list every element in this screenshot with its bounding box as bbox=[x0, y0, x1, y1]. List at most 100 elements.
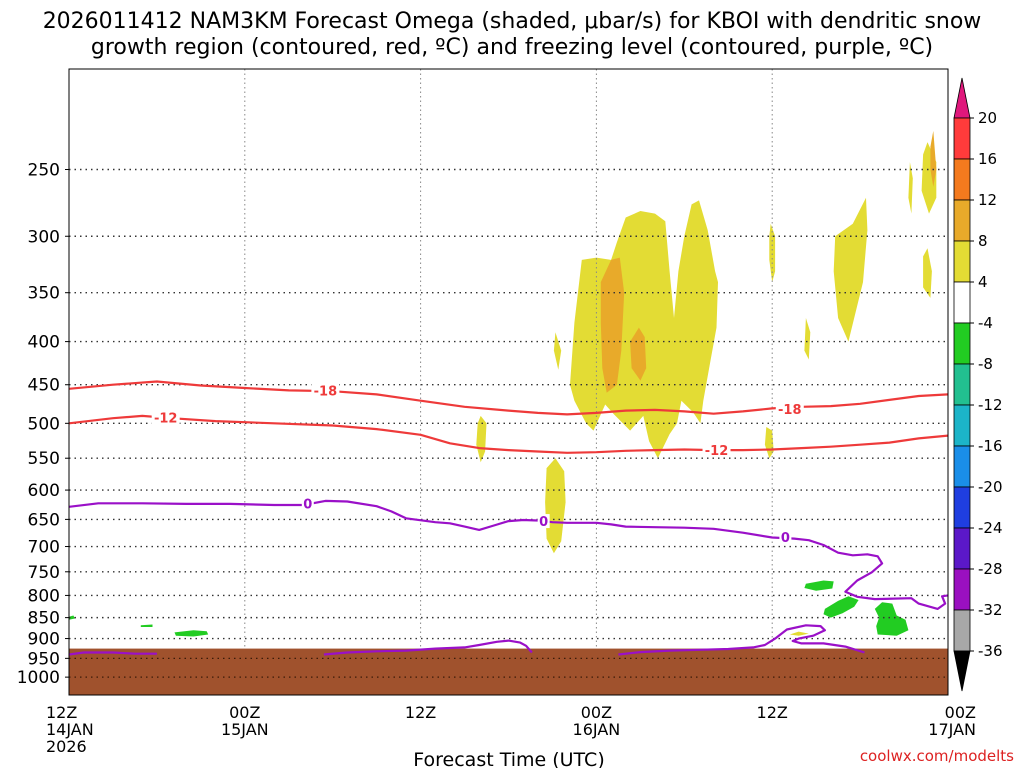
colorbar-label-9: -20 bbox=[978, 478, 1003, 496]
colorbar-bin-5 bbox=[953, 322, 971, 365]
contour-label-bg-0-0 bbox=[311, 383, 340, 398]
omega-region-17 bbox=[69, 615, 75, 620]
colorbar-bin-4 bbox=[953, 281, 971, 324]
omega-region-10 bbox=[923, 248, 932, 298]
y-tick-label-650: 650 bbox=[28, 510, 60, 530]
colorbar-bin-11 bbox=[953, 568, 971, 611]
contour-line-1 bbox=[69, 414, 948, 454]
y-tick-label-750: 750 bbox=[28, 563, 60, 583]
y-tick-label-350: 350 bbox=[28, 284, 60, 304]
credit-label: coolwx.com/modelts bbox=[860, 747, 1014, 765]
y-tick-label-400: 400 bbox=[28, 333, 60, 353]
omega-region-6 bbox=[804, 318, 811, 360]
contour-label-bg-2-0 bbox=[301, 496, 314, 511]
colorbar-label-8: -16 bbox=[978, 437, 1003, 455]
colorbar-label-3: 8 bbox=[978, 232, 988, 250]
colorbar-bin-7 bbox=[953, 404, 971, 447]
x-tick-label-36-0: 00Z bbox=[581, 703, 612, 722]
contour-label-bg-0-1 bbox=[775, 402, 804, 417]
x-tick-label-0-1: 14JAN bbox=[46, 720, 94, 739]
omega-region-2 bbox=[476, 415, 487, 463]
y-tick-label-250: 250 bbox=[28, 160, 60, 180]
colorbar-label-10: -24 bbox=[978, 519, 1003, 537]
colorbar-bin-8 bbox=[953, 445, 971, 488]
omega-region-14 bbox=[930, 130, 937, 187]
x-tick-label-60-1: 17JAN bbox=[928, 720, 976, 739]
omega-region-15 bbox=[174, 630, 209, 637]
colorbar-label-12: -32 bbox=[978, 601, 1003, 619]
contour-label-bg-1-1 bbox=[702, 443, 731, 458]
y-tick-label-450: 450 bbox=[28, 376, 60, 396]
colorbar-label-1: 16 bbox=[978, 150, 997, 168]
y-tick-label-600: 600 bbox=[28, 481, 60, 501]
terrain-below-ground bbox=[69, 648, 948, 695]
colorbar-bin-2 bbox=[953, 199, 971, 242]
colorbar-bottom-arrow bbox=[953, 650, 971, 692]
colorbar-bin-1 bbox=[953, 158, 971, 201]
x-tick-label-12-1: 15JAN bbox=[221, 720, 269, 739]
x-tick-label-12-0: 00Z bbox=[229, 703, 260, 722]
contour-label-bg-2-2 bbox=[779, 529, 792, 544]
colorbar-label-13: -36 bbox=[978, 642, 1003, 660]
colorbar-label-2: 12 bbox=[978, 191, 997, 209]
contour-label-2-2: 0 bbox=[781, 531, 790, 546]
colorbar-bin-3 bbox=[953, 240, 971, 283]
y-tick-label-550: 550 bbox=[28, 449, 60, 469]
contour-label-0-0: -18 bbox=[314, 384, 338, 399]
contour-label-0-1: -18 bbox=[778, 403, 802, 418]
x-tick-label-36-1: 16JAN bbox=[573, 720, 621, 739]
omega-region-13 bbox=[630, 327, 647, 381]
omega-region-16 bbox=[140, 624, 153, 627]
contour-line-2 bbox=[69, 499, 948, 610]
contour-line-5 bbox=[618, 624, 865, 656]
y-tick-label-900: 900 bbox=[28, 630, 60, 650]
contour-label-1-1: -12 bbox=[705, 444, 729, 459]
omega-region-3 bbox=[545, 458, 566, 554]
colorbar-label-7: -12 bbox=[978, 396, 1003, 414]
y-tick-label-950: 950 bbox=[28, 649, 60, 669]
x-tick-label-60-0: 00Z bbox=[945, 703, 976, 722]
contour-label-2-0: 0 bbox=[303, 497, 312, 512]
colorbar-bin-10 bbox=[953, 527, 971, 570]
x-tick-label-0-0: 12Z bbox=[46, 703, 77, 722]
plot-background bbox=[69, 69, 948, 695]
x-tick-label-24-0: 12Z bbox=[405, 703, 436, 722]
colorbar-top-arrow bbox=[953, 77, 971, 119]
chart-title-line-2: growth region (contoured, red, ºC) and f… bbox=[91, 35, 933, 60]
contour-label-1-0: -12 bbox=[154, 411, 178, 426]
contour-line-3 bbox=[69, 651, 157, 656]
colorbar-label-6: -8 bbox=[978, 355, 993, 373]
x-tick-label-0-2: 2026 bbox=[46, 737, 87, 756]
colorbar-label-0: 20 bbox=[978, 109, 997, 127]
colorbar-label-11: -28 bbox=[978, 560, 1003, 578]
colorbar-bin-12 bbox=[953, 609, 971, 652]
omega-region-18 bbox=[804, 580, 834, 591]
contour-line-4 bbox=[323, 639, 533, 656]
contour-label-2-1: 0 bbox=[539, 515, 548, 530]
y-tick-label-1000: 1000 bbox=[17, 668, 60, 688]
omega-region-7 bbox=[833, 197, 868, 342]
omega-region-4 bbox=[769, 223, 776, 283]
contour-line-0 bbox=[69, 380, 948, 416]
omega-region-19 bbox=[823, 596, 859, 618]
omega-region-8 bbox=[908, 162, 913, 214]
contour-label-bg-2-1 bbox=[537, 514, 550, 529]
contour-layer bbox=[69, 380, 948, 656]
omega-region-1 bbox=[553, 332, 562, 370]
y-tick-label-850: 850 bbox=[28, 609, 60, 629]
y-tick-label-300: 300 bbox=[28, 227, 60, 247]
ground-layer bbox=[69, 648, 948, 695]
colorbar-label-4: 4 bbox=[978, 273, 988, 291]
y-axis-ticks: 2503003504004505005506006507007508008509… bbox=[17, 160, 69, 688]
y-tick-label-700: 700 bbox=[28, 538, 60, 558]
y-tick-label-800: 800 bbox=[28, 586, 60, 606]
colorbar-bin-0 bbox=[953, 117, 971, 160]
colorbar-bin-9 bbox=[953, 486, 971, 529]
contour-label-bg-1-0 bbox=[151, 410, 180, 425]
colorbar: 20 16 12 8 4 -4 -8 -12 -16 -20 -24 -28 -32 -36 bbox=[953, 77, 1003, 692]
x-axis-label: Forecast Time (UTC) bbox=[413, 749, 604, 768]
omega-shading-layer bbox=[69, 130, 937, 637]
colorbar-bin-6 bbox=[953, 363, 971, 406]
